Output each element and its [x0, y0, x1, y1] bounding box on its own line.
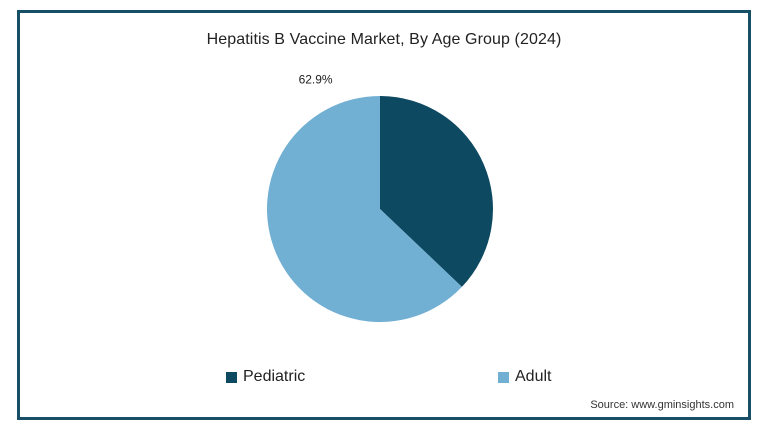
pie-slice-adult [267, 96, 462, 322]
legend-item-pediatric: Pediatric [226, 368, 305, 386]
pie-data-labels: 62.9% [299, 73, 333, 87]
pie-slices [267, 96, 494, 322]
chart-title: Hepatitis B Vaccine Market, By Age Group… [206, 31, 562, 48]
pie-chart: 62.9% [267, 73, 494, 322]
legend-label-pediatric: Pediatric [243, 368, 306, 385]
legend-item-adult: Adult [498, 368, 551, 386]
data-label-adult: 62.9% [299, 73, 333, 87]
chart-frame: Hepatitis B Vaccine Market, By Age Group… [17, 10, 751, 420]
pie-slice-pediatric [380, 96, 494, 287]
source-note: Source: www.gminsights.com [590, 399, 734, 411]
legend-swatch-adult [498, 371, 509, 383]
legend-swatch-pediatric [226, 371, 237, 383]
legend-label-adult: Adult [515, 368, 552, 385]
